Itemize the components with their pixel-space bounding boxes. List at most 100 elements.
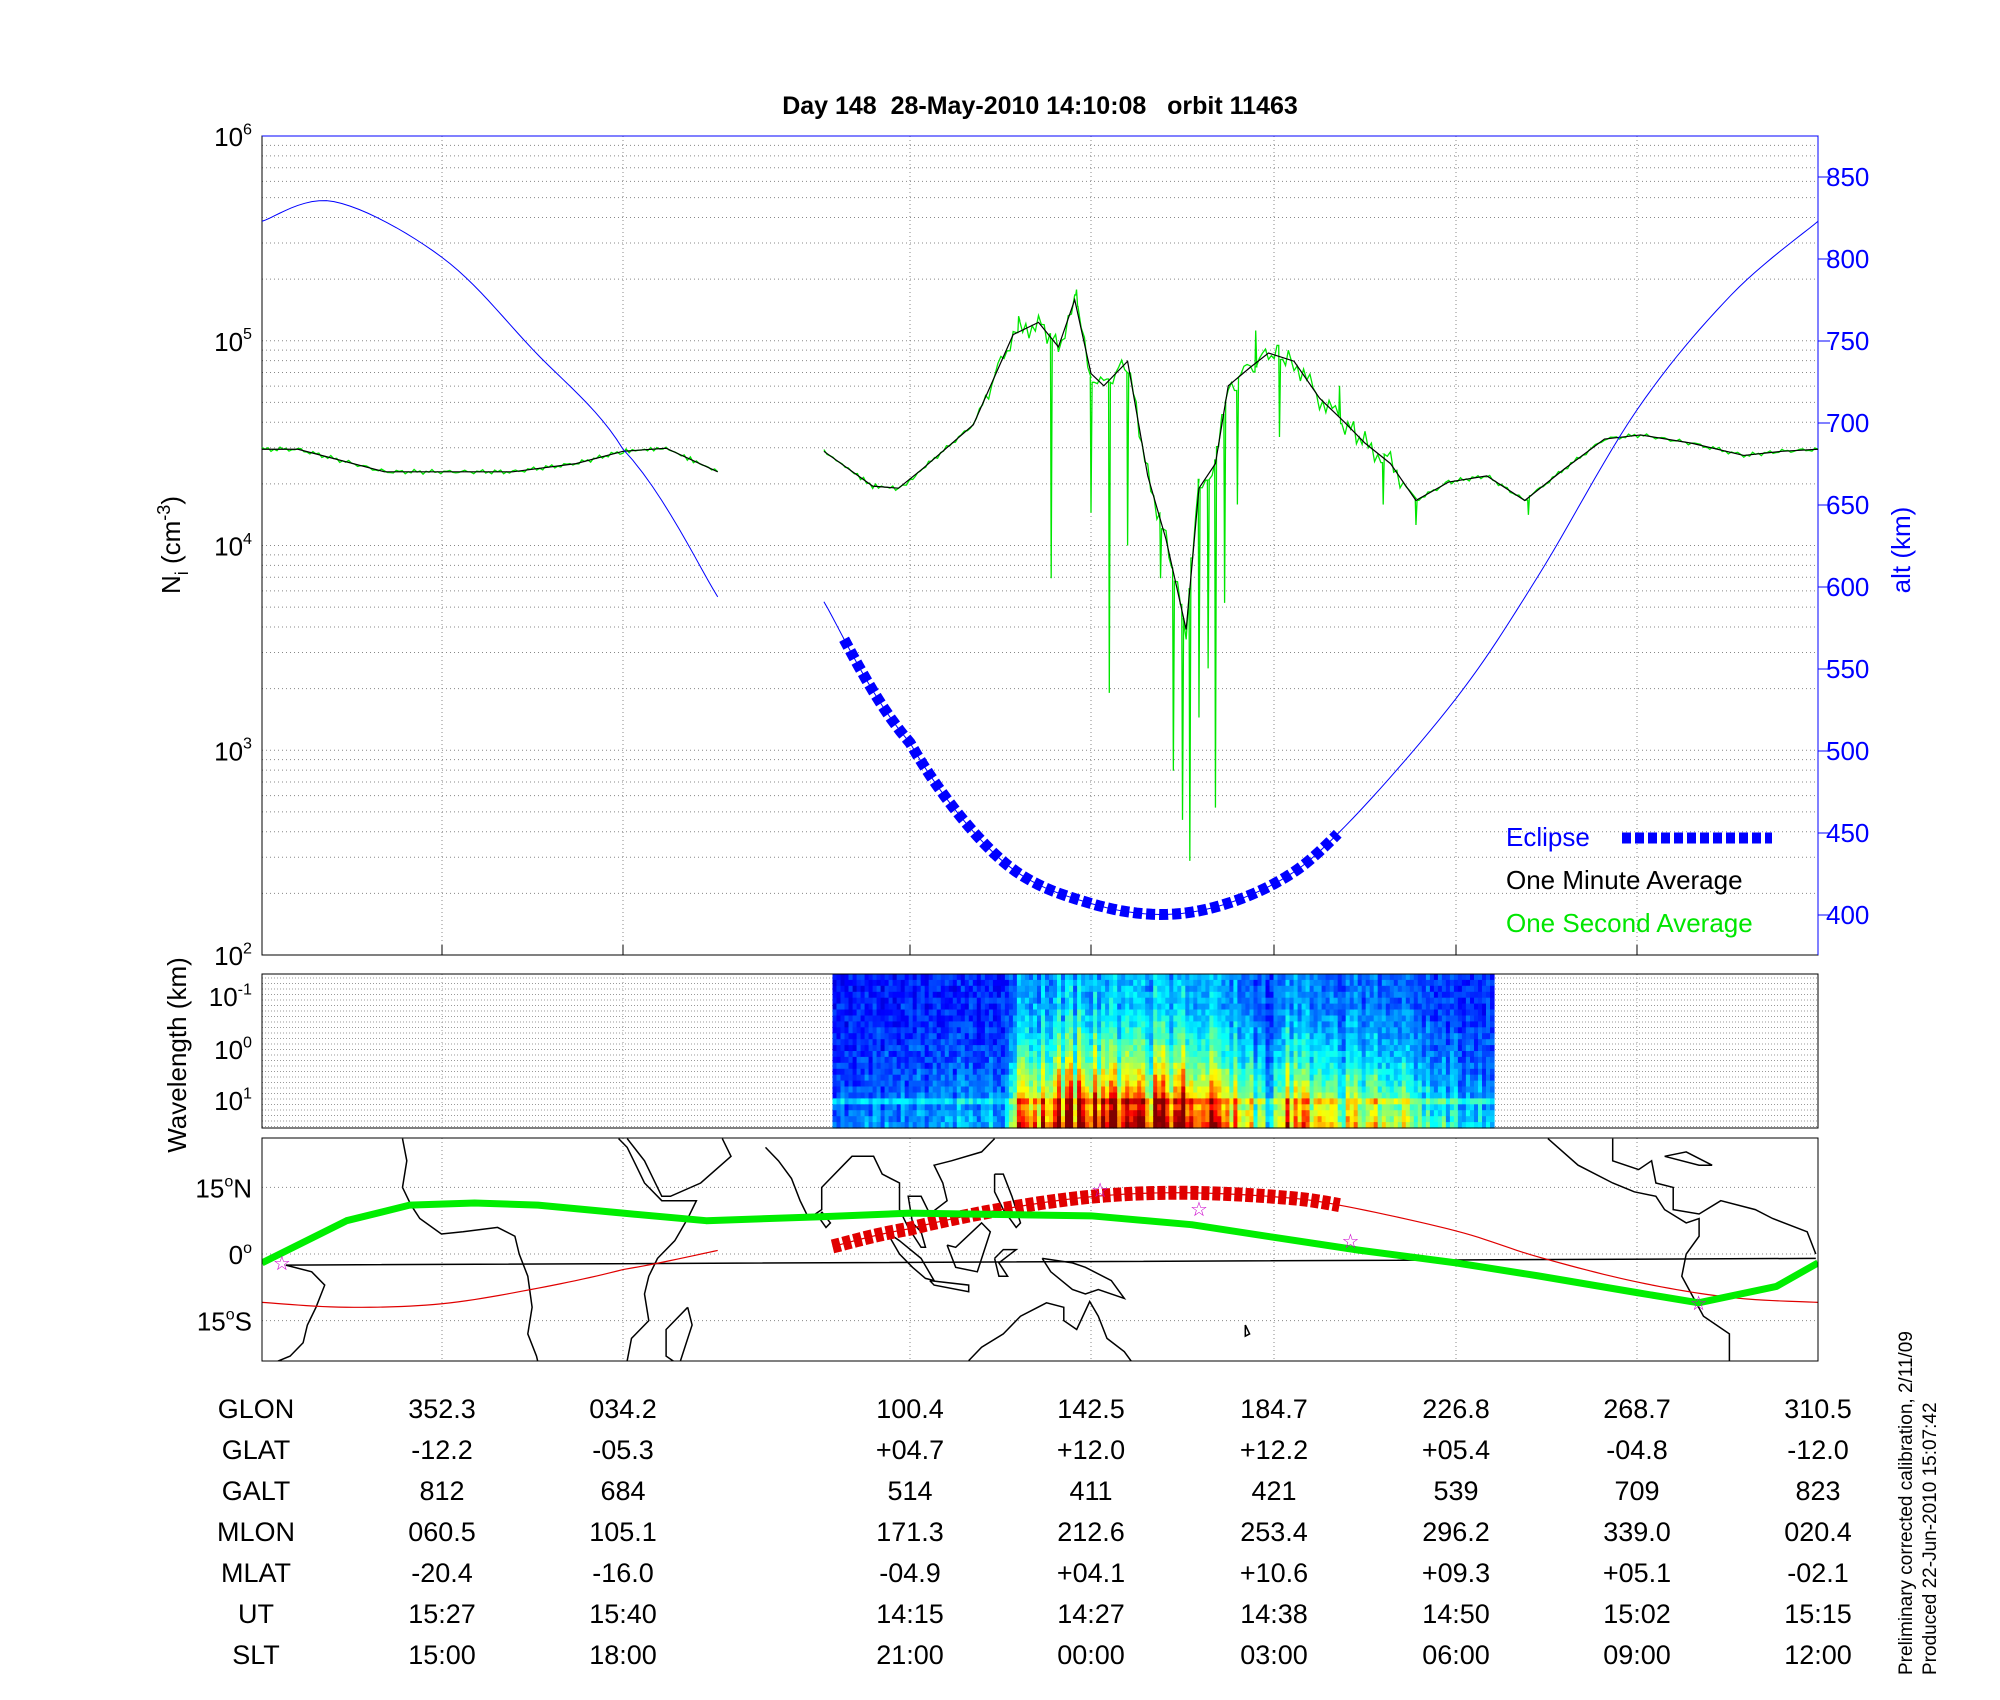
spectrogram-cell [1225,1021,1230,1028]
spectrogram-cell [1121,1086,1126,1093]
spectrogram-cell [1149,1092,1154,1099]
spectrogram-cell [1441,1009,1447,1016]
spectrogram-y-tick-label: 100 [214,1033,252,1065]
spectrogram-cell [1329,1092,1335,1099]
spectrogram-cell [1057,1009,1062,1016]
spectrogram-cell [1425,1068,1431,1076]
spectrogram-cell [836,1009,842,1016]
spectrogram-cell [1373,991,1379,999]
spectrogram-cell [1377,1098,1383,1105]
spectrogram-cell [1217,1068,1222,1076]
spectrogram-cell [1097,1122,1102,1129]
spectrogram-cell [1453,1015,1459,1022]
spectrogram-cell [1445,1068,1451,1076]
spectrogram-cell [1145,1033,1150,1040]
spectrogram-cell [1425,1015,1431,1022]
spectrogram-cell [1369,974,1375,981]
spectrogram-cell [1253,1027,1259,1034]
spectrogram-cell [996,1033,1002,1040]
spectrogram-cell [1413,1015,1419,1022]
spectrogram-cell [1265,1080,1271,1088]
spectrogram-cell [1085,1092,1090,1099]
spectrogram-cell [1193,1122,1198,1129]
spectrogram-cell [932,1015,938,1022]
spectrogram-cell [1470,1104,1475,1111]
spectrogram-cell [1145,1045,1150,1052]
spectrogram-cell [1417,1021,1423,1028]
spectrogram-cell [1465,1104,1471,1111]
spectrogram-cell [1233,1092,1238,1099]
spectrogram-cell [980,1122,986,1129]
spectrogram-cell [1241,1021,1246,1028]
spectrogram-cell [1445,1033,1451,1040]
spectrogram-cell [1261,1104,1267,1111]
spectrogram-cell [1213,979,1218,987]
spectrogram-cell [1273,991,1279,999]
spectrogram-cell [1249,1021,1255,1028]
spectrogram-cell [876,1086,882,1093]
spectrogram-cell [1405,1021,1411,1028]
spectrogram-cell [884,1033,890,1040]
spectrogram-cell [1069,1009,1074,1016]
spectrogram-cell [1129,1027,1134,1034]
spectrogram-cell [1429,1009,1435,1016]
spectrogram-cell [1053,991,1058,999]
spectrogram-cell [1121,1021,1126,1028]
spectrogram-cell [1321,1056,1327,1064]
spectrogram-cell [1149,1122,1154,1129]
y-tick-label: 102 [214,939,252,971]
spectrogram-cell [1101,991,1106,999]
spectrogram-cell [1445,1003,1451,1011]
spectrogram-cell [1490,1062,1495,1070]
spectrogram-cell [1329,1039,1335,1046]
spectrogram-cell [1417,985,1423,993]
spectrogram-cell [1349,1086,1355,1093]
spectrogram-cell [868,1056,874,1064]
spectrogram-cell [1109,1062,1114,1070]
spectrogram-cell [1321,1021,1327,1028]
spectrogram-cell [1289,1056,1295,1064]
spectrogram-cell [1037,1027,1042,1034]
spectrogram-cell [1325,1021,1331,1028]
spectrogram-cell [1077,1027,1082,1034]
spectrogram-cell [1357,1039,1363,1046]
spectrogram-cell [1369,991,1375,999]
spectrogram-cell [1461,979,1467,987]
spectrogram-cell [1309,1027,1315,1034]
spectrogram-cell [1325,974,1331,981]
spectrogram-cell [1020,979,1026,987]
spectrogram-cell [836,991,842,999]
spectrogram-cell [1141,974,1146,981]
spectrogram-cell [1486,1122,1491,1129]
spectrogram-cell [1237,1039,1242,1046]
spectrogram-cell [968,1033,974,1040]
spectrogram-cell [1345,1116,1351,1123]
spectrogram-cell [1181,1039,1186,1046]
spectrogram-cell [1173,1039,1178,1046]
spectrogram-cell [1482,991,1487,999]
spectrogram-cell [1137,1015,1142,1022]
spectrogram-cell [1020,1009,1026,1016]
spectrogram-cell [976,979,982,987]
spectrogram-cell [1105,1009,1110,1016]
spectrogram-cell [916,1092,922,1099]
spectrogram-cell [1465,1110,1471,1117]
table-cell: +10.6 [1240,1558,1308,1588]
spectrogram-cell [1037,1122,1042,1129]
spectrogram-cell [1085,1080,1090,1088]
spectrogram-cell [924,979,930,987]
spectrogram-cell [1057,1015,1062,1022]
spectrogram-cell [1277,1080,1283,1088]
spectrogram-cell [1233,1086,1238,1093]
spectrogram-cell [1425,1003,1431,1011]
spectrogram-cell [1209,985,1214,993]
spectrogram-cell [1317,997,1323,1005]
spectrogram-cell [1425,1092,1431,1099]
spectrogram-cell [1369,1062,1375,1070]
spectrogram-cell [1000,1092,1006,1099]
spectrogram-cell [864,979,870,987]
spectrogram-cell [836,1122,842,1129]
spectrogram-cell [1277,991,1283,999]
spectrogram-cell [992,979,998,987]
spectrogram-cell [1061,974,1066,981]
